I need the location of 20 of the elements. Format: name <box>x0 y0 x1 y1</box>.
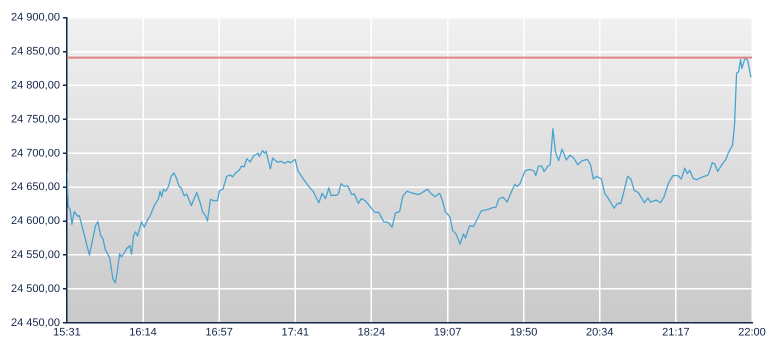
x-tick-label: 16:14 <box>129 326 157 338</box>
x-tick-label: 21:17 <box>662 326 690 338</box>
x-tick-label: 22:00 <box>738 326 766 338</box>
y-tick-label: 24 800,00 <box>11 79 60 92</box>
y-tick-label: 24 900,00 <box>11 12 60 24</box>
y-tick-label: 24 550,00 <box>11 249 60 262</box>
x-tick-label: 19:50 <box>510 326 538 338</box>
x-tick-label: 20:34 <box>586 326 614 338</box>
y-tick-label: 24 600,00 <box>11 215 60 228</box>
x-tick-label: 19:07 <box>434 326 462 338</box>
y-tick-label: 24 750,00 <box>11 113 60 126</box>
x-tick-label: 15:31 <box>53 326 81 338</box>
x-tick-label: 17:41 <box>282 326 310 338</box>
y-tick-label: 24 450,00 <box>11 316 60 329</box>
y-tick-label: 24 500,00 <box>11 282 60 295</box>
y-tick-label: 24 650,00 <box>11 181 60 194</box>
x-tick-label: 16:57 <box>205 326 233 338</box>
x-tick-label: 18:24 <box>358 326 386 338</box>
y-tick-label: 24 850,00 <box>11 46 60 58</box>
y-tick-label: 24 700,00 <box>11 147 60 160</box>
